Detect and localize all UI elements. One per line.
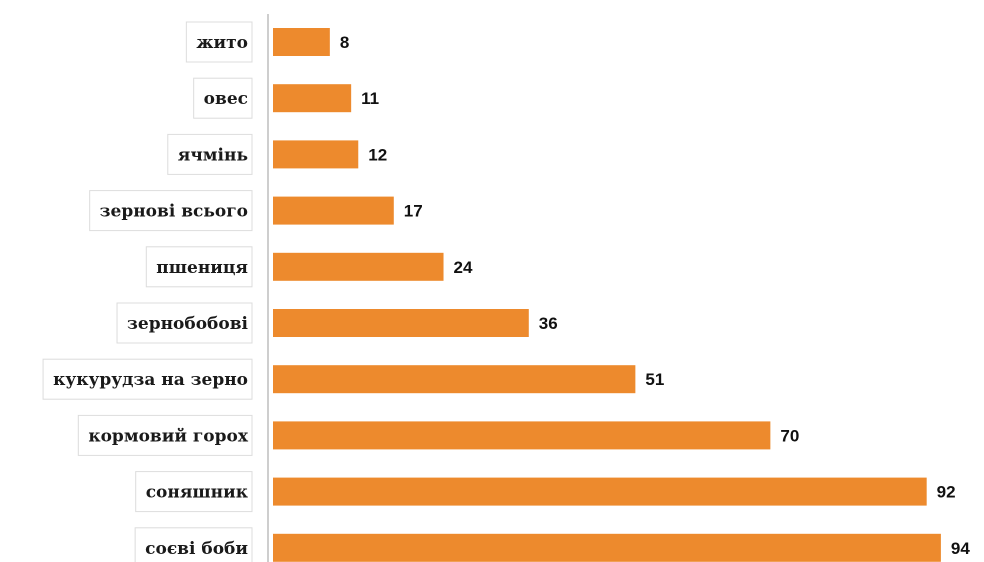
category-label: кормовий горох (88, 426, 249, 446)
category-label: зернові всього (100, 202, 248, 222)
category-label: жито (196, 33, 248, 53)
bar (273, 84, 352, 113)
bar (273, 28, 330, 56)
value-label: 70 (780, 426, 799, 445)
category-label-box (185, 21, 253, 63)
category-label: соєві боби (145, 539, 248, 559)
category-label: овес (204, 89, 248, 109)
value-label: 12 (368, 145, 387, 164)
category-label-box (134, 527, 253, 562)
category-label-box (89, 190, 253, 232)
value-label: 8 (340, 33, 349, 52)
value-label: 36 (539, 314, 558, 333)
category-label-box (77, 414, 253, 456)
bar (273, 309, 529, 337)
bar (273, 421, 771, 450)
value-label: 24 (454, 258, 473, 277)
bars (273, 28, 941, 562)
value-label: 94 (951, 539, 970, 558)
value-label: 17 (404, 202, 423, 221)
bar (273, 196, 394, 225)
bar (273, 533, 941, 562)
category-label-box (135, 471, 253, 513)
category-label: ячмінь (178, 145, 248, 165)
category-label: кукурудза на зерно (53, 370, 248, 390)
bar (273, 477, 927, 506)
category-label-box (42, 358, 253, 400)
value-label: 51 (645, 370, 664, 389)
value-labels: 8 11 12 17 24 36 51 70 92 94 (340, 33, 971, 558)
category-label-box (167, 133, 253, 175)
category-label: соняшник (146, 483, 249, 503)
value-label: 11 (361, 89, 379, 108)
bar (273, 140, 359, 169)
value-label: 92 (937, 483, 956, 502)
category-label: пшениця (156, 258, 248, 278)
bar (273, 365, 636, 394)
bar (273, 252, 444, 281)
category-label-box (116, 302, 253, 344)
category-label-box (193, 77, 253, 119)
category-label: зернобобові (127, 314, 249, 334)
category-labels: жито овес ячмінь зернові всього пшениця зерно… (42, 21, 253, 562)
category-label-box (145, 246, 253, 288)
